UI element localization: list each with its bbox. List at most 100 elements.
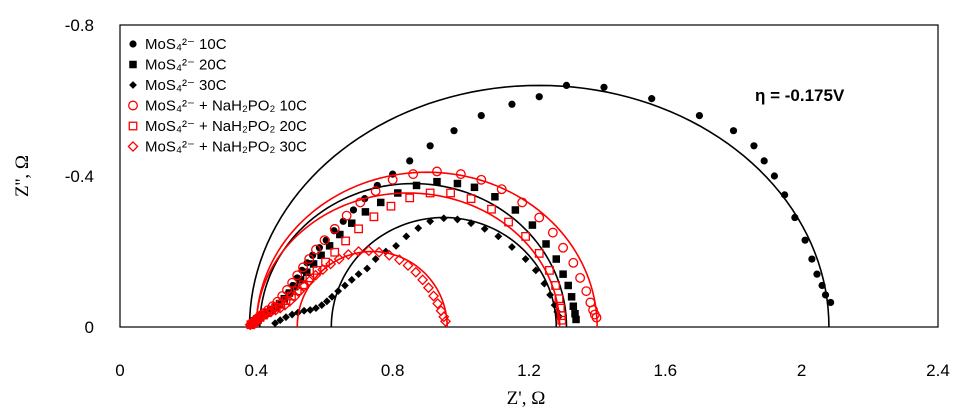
data-point bbox=[330, 247, 340, 257]
data-point bbox=[265, 306, 277, 318]
x-tick-label: 1.6 bbox=[654, 361, 678, 380]
data-point bbox=[695, 112, 704, 120]
data-point bbox=[422, 282, 434, 294]
data-point bbox=[729, 127, 738, 135]
data-point bbox=[386, 201, 396, 211]
data-point bbox=[371, 255, 380, 263]
data-point bbox=[383, 249, 395, 261]
data-point bbox=[280, 294, 289, 303]
data-point bbox=[325, 258, 337, 270]
data-point bbox=[354, 270, 363, 279]
data-point bbox=[818, 281, 826, 290]
data-point bbox=[559, 270, 567, 278]
data-point bbox=[581, 286, 592, 297]
data-point bbox=[333, 253, 345, 265]
data-point bbox=[285, 289, 294, 297]
data-point bbox=[253, 312, 265, 324]
data-point bbox=[410, 266, 422, 278]
y-tick-label: -0.4 bbox=[65, 167, 94, 186]
data-point bbox=[542, 240, 550, 248]
data-point bbox=[575, 272, 586, 283]
plot-frame bbox=[119, 24, 939, 328]
legend-label: MoS₄²⁻ 10C bbox=[145, 36, 227, 53]
x-tick-label: 0 bbox=[115, 361, 124, 380]
data-point bbox=[433, 177, 441, 186]
data-point bbox=[827, 298, 835, 307]
data-point bbox=[392, 241, 400, 250]
data-point bbox=[535, 93, 543, 101]
data-point bbox=[600, 83, 608, 91]
data-point bbox=[547, 227, 558, 238]
data-point bbox=[348, 219, 356, 227]
legend-label: MoS₄²⁻ + NaH₂PO₂ 20C bbox=[145, 118, 307, 135]
data-point bbox=[425, 188, 435, 198]
x-tick-label: 0.8 bbox=[381, 361, 405, 380]
data-point bbox=[648, 95, 656, 103]
data-point bbox=[363, 264, 372, 273]
data-point bbox=[406, 157, 414, 165]
data-point bbox=[511, 206, 520, 214]
data-point bbox=[552, 255, 561, 263]
data-point bbox=[361, 208, 370, 216]
data-point bbox=[282, 313, 290, 322]
legend-label: MoS₄²⁻ 30C bbox=[145, 77, 227, 94]
data-point bbox=[402, 232, 411, 241]
data-point bbox=[470, 183, 479, 192]
data-point bbox=[281, 296, 291, 305]
data-point bbox=[557, 315, 567, 325]
data-point bbox=[504, 217, 513, 227]
legend-marker bbox=[129, 60, 137, 69]
y-tick-label: 0 bbox=[85, 318, 94, 337]
data-point bbox=[288, 310, 297, 319]
data-point bbox=[477, 112, 485, 120]
data-point bbox=[353, 245, 365, 258]
data-point bbox=[531, 266, 540, 275]
legend-item: MoS₄²⁻ 10C bbox=[129, 36, 227, 53]
data-point bbox=[287, 291, 296, 301]
data-point bbox=[494, 232, 503, 241]
data-point bbox=[564, 281, 572, 290]
data-point bbox=[334, 287, 343, 296]
data-point bbox=[821, 291, 830, 299]
data-point bbox=[321, 257, 330, 267]
legend-marker bbox=[129, 81, 137, 89]
data-point bbox=[417, 274, 429, 286]
data-point bbox=[287, 277, 298, 288]
data-point bbox=[432, 298, 444, 310]
data-point bbox=[438, 311, 450, 323]
fit-curve bbox=[248, 84, 830, 328]
data-point bbox=[373, 246, 385, 258]
data-point bbox=[303, 275, 316, 287]
data-point bbox=[393, 254, 406, 266]
eta-annotation: η = -0.175V bbox=[755, 86, 845, 105]
data-point bbox=[439, 214, 448, 223]
data-point bbox=[466, 194, 476, 204]
data-point bbox=[363, 245, 375, 257]
data-point bbox=[309, 260, 318, 268]
data-point bbox=[521, 255, 530, 263]
data-point bbox=[270, 304, 282, 316]
data-layer bbox=[244, 81, 835, 331]
data-point bbox=[292, 270, 303, 281]
legend: MoS₄²⁻ 10C MoS₄²⁻ 20C MoS₄²⁻ 30C MoS₄²⁻ + N… bbox=[127, 36, 307, 156]
data-point bbox=[568, 257, 579, 268]
data-point bbox=[455, 169, 466, 180]
data-point bbox=[262, 309, 271, 317]
data-point bbox=[282, 285, 292, 295]
data-point bbox=[556, 311, 566, 321]
data-point bbox=[349, 206, 358, 214]
data-point bbox=[496, 184, 507, 195]
data-point bbox=[271, 302, 281, 312]
data-point bbox=[369, 212, 379, 222]
legend-item: MoS₄²⁻ 20C bbox=[129, 57, 227, 74]
data-point bbox=[341, 236, 351, 246]
data-point bbox=[521, 231, 530, 241]
legend-label: MoS₄²⁻ + NaH₂PO₂ 10C bbox=[145, 98, 307, 115]
data-point bbox=[329, 223, 340, 234]
data-point bbox=[567, 293, 576, 301]
data-point bbox=[480, 224, 489, 233]
data-point bbox=[355, 197, 366, 208]
x-axis-title: Z', Ω bbox=[507, 388, 546, 409]
data-point bbox=[528, 221, 537, 229]
data-point bbox=[534, 212, 545, 223]
